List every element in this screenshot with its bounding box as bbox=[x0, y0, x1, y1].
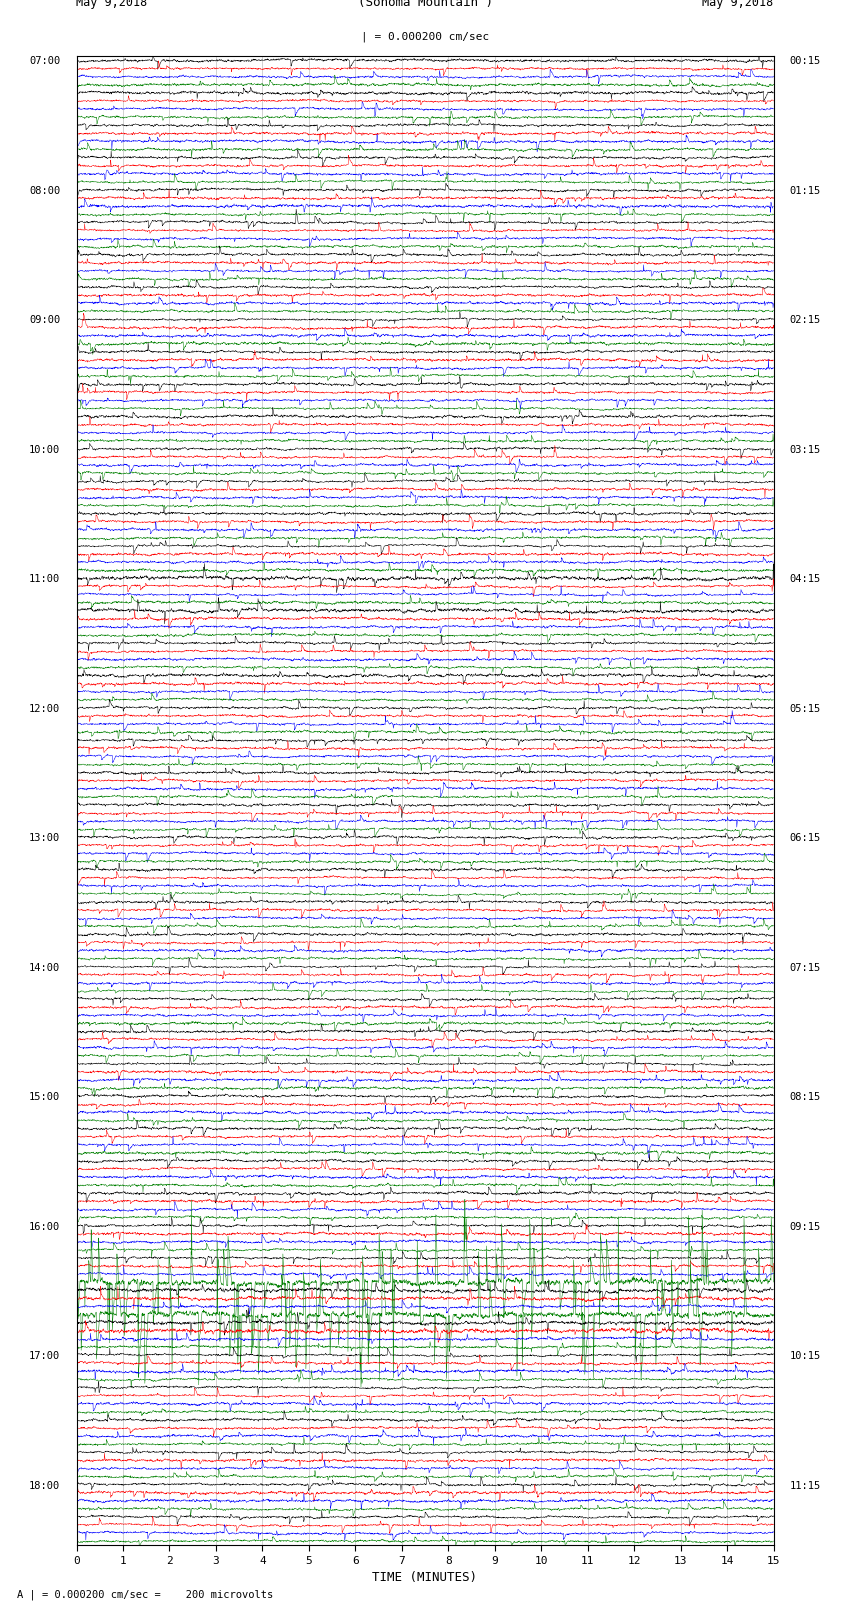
Text: 13:00: 13:00 bbox=[29, 834, 60, 844]
Text: 09:00: 09:00 bbox=[29, 316, 60, 326]
Text: 07:15: 07:15 bbox=[790, 963, 821, 973]
Text: 14:00: 14:00 bbox=[29, 963, 60, 973]
Text: 08:00: 08:00 bbox=[29, 185, 60, 195]
Text: May 9,2018: May 9,2018 bbox=[702, 0, 774, 8]
Text: (Sonoma Mountain ): (Sonoma Mountain ) bbox=[358, 0, 492, 8]
Text: 07:00: 07:00 bbox=[29, 56, 60, 66]
Text: 15:00: 15:00 bbox=[29, 1092, 60, 1102]
Text: 10:15: 10:15 bbox=[790, 1352, 821, 1361]
Text: A | = 0.000200 cm/sec =    200 microvolts: A | = 0.000200 cm/sec = 200 microvolts bbox=[17, 1589, 273, 1600]
Text: 04:15: 04:15 bbox=[790, 574, 821, 584]
Text: 03:15: 03:15 bbox=[790, 445, 821, 455]
Text: 10:00: 10:00 bbox=[29, 445, 60, 455]
Text: 01:15: 01:15 bbox=[790, 185, 821, 195]
Text: 05:15: 05:15 bbox=[790, 703, 821, 715]
Text: 18:00: 18:00 bbox=[29, 1481, 60, 1490]
Text: 12:00: 12:00 bbox=[29, 703, 60, 715]
Text: 06:15: 06:15 bbox=[790, 834, 821, 844]
X-axis label: TIME (MINUTES): TIME (MINUTES) bbox=[372, 1571, 478, 1584]
Text: 08:15: 08:15 bbox=[790, 1092, 821, 1102]
Text: 16:00: 16:00 bbox=[29, 1221, 60, 1232]
Text: 00:15: 00:15 bbox=[790, 56, 821, 66]
Text: 11:15: 11:15 bbox=[790, 1481, 821, 1490]
Text: | = 0.000200 cm/sec: | = 0.000200 cm/sec bbox=[361, 31, 489, 42]
Text: 17:00: 17:00 bbox=[29, 1352, 60, 1361]
Text: 02:15: 02:15 bbox=[790, 316, 821, 326]
Text: 11:00: 11:00 bbox=[29, 574, 60, 584]
Text: May 9,2018: May 9,2018 bbox=[76, 0, 148, 8]
Text: 09:15: 09:15 bbox=[790, 1221, 821, 1232]
